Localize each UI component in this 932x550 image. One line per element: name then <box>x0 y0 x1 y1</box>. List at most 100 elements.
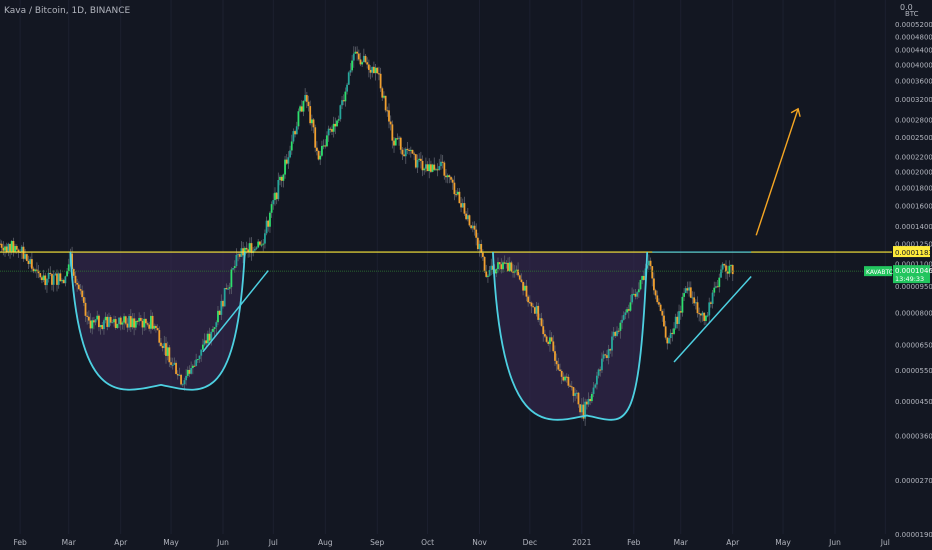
candle-body <box>424 164 427 169</box>
candle-body <box>448 175 451 178</box>
candle <box>118 317 120 329</box>
candle <box>693 291 696 306</box>
candle <box>617 328 620 334</box>
candle <box>696 296 699 318</box>
candle-body <box>731 265 734 275</box>
candle-body <box>232 268 234 270</box>
candle-body <box>512 271 514 273</box>
candle <box>723 263 726 268</box>
candle-body <box>354 51 357 54</box>
candle-body <box>161 345 164 349</box>
candle <box>401 147 404 160</box>
cup-curve[interactable] <box>492 252 649 421</box>
candle-body <box>599 369 602 371</box>
projection-arrow[interactable] <box>755 108 799 236</box>
candle <box>460 196 462 213</box>
candle <box>587 392 590 407</box>
candle-body <box>81 290 84 298</box>
candlestick-series[interactable] <box>0 46 734 426</box>
candle-body <box>113 319 115 323</box>
candle-body <box>589 398 592 402</box>
candle-body <box>195 359 198 366</box>
candle <box>604 353 607 358</box>
candle <box>158 326 161 347</box>
candle <box>669 329 672 345</box>
trendline[interactable] <box>202 270 269 353</box>
candle <box>228 282 231 295</box>
candle-body <box>210 331 213 341</box>
trendline[interactable] <box>673 276 752 363</box>
candle-body <box>597 369 600 376</box>
candle <box>280 175 283 188</box>
candle-body <box>681 296 684 313</box>
candle-body <box>156 328 159 331</box>
candle-body <box>274 192 276 201</box>
candle-body <box>155 325 157 329</box>
candle-body <box>570 386 573 388</box>
candle <box>181 383 184 387</box>
drawing-tools[interactable] <box>0 107 892 421</box>
candle-body <box>20 246 23 253</box>
candle <box>483 256 486 273</box>
candle-body <box>39 273 42 278</box>
candle-body <box>614 331 617 336</box>
candle-body <box>347 72 350 85</box>
candle <box>487 274 489 283</box>
candle-body <box>545 336 548 342</box>
candle <box>471 221 474 233</box>
candle <box>698 307 701 322</box>
time-tick-label: Dec <box>523 538 538 547</box>
candle <box>497 257 499 273</box>
candle-body <box>285 159 288 164</box>
candle <box>659 302 662 312</box>
candle <box>547 340 550 347</box>
candle <box>321 140 323 157</box>
candle <box>173 357 176 365</box>
candle <box>601 352 603 374</box>
candle-body <box>611 336 613 351</box>
symbol-title[interactable]: Kava / Bitcoin, 1D, BINANCE <box>4 6 131 16</box>
candle-body <box>653 278 655 291</box>
candle <box>674 313 677 330</box>
cup-curve[interactable] <box>69 252 246 391</box>
candle-body <box>312 119 315 128</box>
candle-body <box>128 316 131 328</box>
candle <box>309 100 312 126</box>
candle-body <box>619 322 622 331</box>
top-price-label: 0.0 <box>900 3 913 12</box>
candle <box>408 148 411 155</box>
candle <box>322 139 325 150</box>
candle-body <box>108 317 110 327</box>
candle <box>580 398 583 419</box>
candle-body <box>664 326 667 338</box>
candle <box>456 188 459 196</box>
time-tick-label: Apr <box>726 538 740 547</box>
candle-body <box>349 70 352 73</box>
candle <box>500 258 503 274</box>
candle <box>196 359 199 364</box>
candle-body <box>376 67 379 74</box>
candle-body <box>475 229 478 238</box>
time-axis[interactable]: Feb Mar Apr May Jun Jul Aug Sep Oct Nov Dec 2021 Feb… <box>13 538 889 547</box>
candle-body <box>513 270 516 273</box>
candle-body <box>82 297 85 303</box>
candle-body <box>238 254 241 257</box>
candle <box>129 309 132 333</box>
candle <box>103 318 105 335</box>
candle <box>688 281 691 297</box>
candle-body <box>314 127 317 148</box>
candle <box>94 318 97 326</box>
candle <box>537 302 540 323</box>
candle <box>146 321 149 327</box>
candle <box>121 320 124 330</box>
candle-body <box>678 311 680 324</box>
candle <box>35 262 38 278</box>
candle-body <box>629 302 632 311</box>
candle-body <box>67 264 70 272</box>
candle <box>260 240 263 248</box>
